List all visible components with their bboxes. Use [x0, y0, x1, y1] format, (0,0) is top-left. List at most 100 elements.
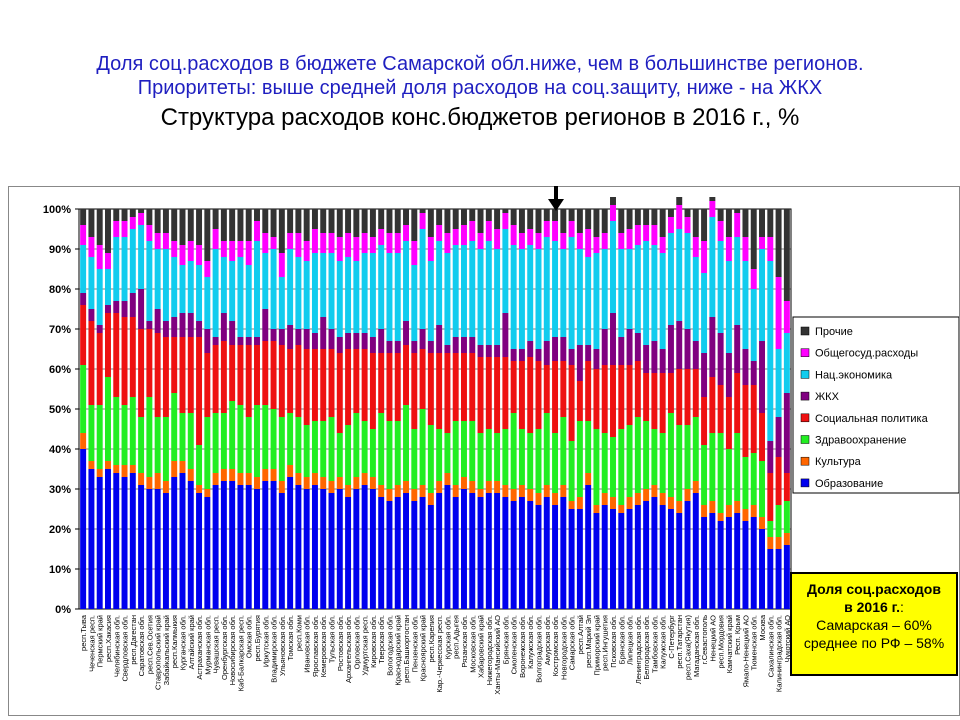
bar-segment — [701, 209, 708, 241]
x-tick-label: Ставропольский край — [154, 615, 163, 690]
bar-segment — [750, 289, 757, 361]
bar-segment — [634, 245, 641, 333]
bar-segment — [204, 277, 211, 329]
bar-segment — [88, 209, 95, 237]
bar-segment — [129, 465, 136, 473]
bar-segment — [775, 537, 782, 549]
bar-segment — [444, 209, 451, 233]
bar-segment — [386, 421, 393, 489]
bar-segment — [610, 437, 616, 497]
bar-segment — [518, 209, 525, 233]
bar-segment — [709, 377, 716, 433]
bar-segment — [187, 261, 194, 313]
x-tick-label: С-Петербург — [667, 615, 676, 659]
bar-segment — [701, 353, 708, 397]
bar-segment — [494, 481, 501, 493]
bar-segment — [552, 493, 559, 505]
bar-segment — [485, 481, 492, 493]
x-tick-label: Курская обл. — [443, 615, 452, 659]
bar-segment — [105, 253, 111, 269]
bar-segment — [692, 493, 699, 609]
bar-segment — [585, 345, 592, 361]
x-tick-label: г.Севастополь — [700, 615, 709, 664]
bar-segment — [270, 341, 277, 409]
x-tick-label: респ.Адыгея — [452, 615, 461, 659]
bar-segment — [518, 349, 525, 361]
bar-segment — [229, 345, 236, 401]
bar-segment — [452, 353, 459, 421]
down-arrow-icon — [548, 186, 564, 211]
x-tick-label: Краснодарский край — [394, 615, 403, 686]
bar-segment — [345, 349, 352, 425]
bar-segment — [775, 417, 782, 457]
bar-segment — [245, 209, 252, 241]
x-tick-label: Ненецкий АО — [708, 615, 717, 662]
bar-segment — [336, 209, 343, 237]
bar-segment — [684, 425, 691, 489]
bar-segment — [775, 549, 782, 609]
bar-segment — [311, 349, 318, 421]
bar-segment — [767, 441, 774, 473]
bar-segment — [419, 409, 426, 485]
bar-segment — [179, 337, 186, 413]
bar-segment — [469, 241, 476, 337]
bar-segment — [734, 501, 741, 513]
bar-segment — [403, 493, 409, 609]
bar-segment — [510, 501, 517, 609]
bar-segment — [783, 533, 790, 545]
legend-label: Здравоохранение — [815, 435, 906, 447]
x-tick-label: Магаданская обл. — [692, 615, 701, 677]
bar-segment — [196, 265, 203, 321]
bar-segment — [469, 493, 476, 609]
x-tick-label: Рязанская обл. — [460, 615, 469, 668]
bar-segment — [361, 253, 368, 333]
bar-segment — [461, 337, 467, 353]
bar-segment — [477, 233, 484, 249]
bar-segment — [709, 433, 716, 501]
bar-segment — [469, 481, 476, 493]
bar-segment — [320, 477, 327, 489]
legend-label: Нац.экономика — [815, 369, 893, 381]
bar-segment — [651, 341, 658, 373]
bar-segment — [353, 237, 360, 261]
x-tick-label: Красноярский край — [419, 615, 428, 681]
bar-segment — [171, 393, 178, 461]
legend — [792, 316, 959, 494]
bar-segment — [179, 413, 186, 461]
bar-segment — [560, 485, 567, 497]
bar-segment — [734, 237, 741, 325]
bar-segment — [245, 241, 252, 265]
bar-segment — [270, 469, 277, 481]
bar-segment — [146, 225, 153, 241]
bar-segment — [469, 337, 476, 353]
bar-segment — [254, 489, 260, 609]
bar-segment — [510, 245, 517, 349]
legend-label: Образование — [815, 478, 883, 490]
bar-segment — [667, 413, 674, 497]
bar-segment — [220, 241, 227, 257]
x-tick-label: Нижегородская обл. — [485, 615, 494, 685]
bar-segment — [610, 497, 616, 509]
bar-segment — [734, 209, 741, 213]
bar-segment — [717, 221, 724, 241]
bar-segment — [485, 345, 492, 357]
bar-segment — [394, 485, 401, 497]
bar-segment — [171, 337, 178, 393]
bar-segment — [88, 257, 95, 309]
bar-segment — [378, 229, 385, 245]
bar-segment — [634, 417, 641, 493]
bar-segment — [452, 421, 459, 485]
x-tick-label: респ.Марий Эл — [584, 615, 593, 668]
legend-swatch — [800, 326, 810, 336]
bar-segment — [576, 381, 583, 421]
legend-label: ЖКХ — [815, 391, 840, 403]
bar-segment — [369, 337, 376, 353]
bar-segment — [552, 361, 559, 433]
bar-segment — [237, 485, 244, 609]
bar-segment — [783, 473, 790, 501]
bar-segment — [187, 313, 194, 337]
bar-segment — [113, 397, 120, 465]
x-tick-label: Белгородская обл. — [642, 615, 651, 680]
bar-segment — [204, 261, 211, 277]
bar-segment — [643, 345, 650, 373]
